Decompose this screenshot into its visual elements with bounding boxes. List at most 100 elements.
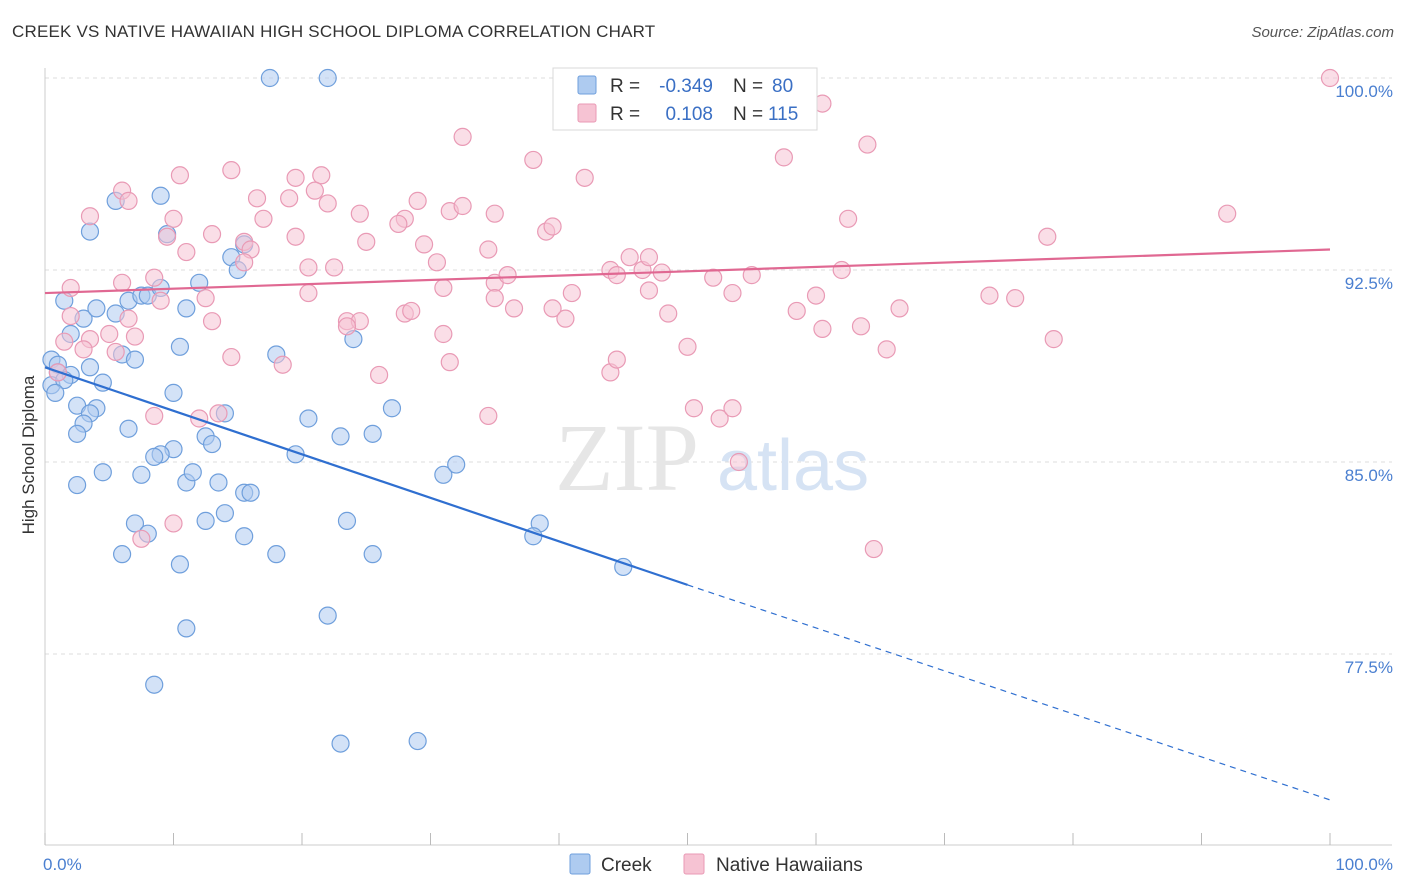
native-hawaiian-point-25	[164, 209, 183, 228]
native-hawaiian-point-57	[112, 273, 132, 292]
native-hawaiian-point-106	[479, 406, 498, 426]
native-hawaiian-point-27	[389, 214, 408, 234]
legend-n-label-creek: N =	[733, 76, 763, 97]
native-hawaiian-point-108	[710, 409, 729, 428]
legend-box	[552, 67, 818, 131]
native-hawaiian-point-1	[1320, 68, 1340, 88]
native-hawaiian-point-66	[402, 301, 421, 321]
legend-r-label-nh: R =	[610, 104, 640, 125]
creek-point-25	[93, 373, 112, 392]
native-hawaiian-point-87	[337, 317, 357, 336]
creek-point-72	[145, 675, 164, 694]
native-hawaiian-point-100	[678, 337, 697, 356]
creek-point-38	[68, 424, 87, 443]
native-hawaiian-point-76	[890, 299, 909, 318]
creek-point-34	[299, 409, 318, 428]
creek-point-20	[125, 350, 145, 369]
legend: R = -0.349 N = 80 R = 0.108 N = 115	[552, 67, 818, 131]
native-hawaiian-point-29	[543, 217, 562, 236]
creek-point-65	[112, 545, 132, 564]
native-hawaiian-point-43	[299, 258, 318, 277]
native-hawaiian-point-4	[858, 135, 877, 154]
creek-point-62	[337, 511, 357, 530]
native-hawaiian-point-33	[202, 225, 222, 244]
native-hawaiian-point-73	[723, 283, 742, 303]
legend-creek-swatch	[577, 75, 597, 95]
creek-point-42	[145, 447, 164, 466]
axes	[44, 68, 1392, 846]
native-hawaiian-point-96	[370, 365, 389, 385]
native-hawaiian-point-92	[74, 340, 93, 359]
native-hawaiian-point-95	[273, 355, 292, 374]
native-hawaiian-point-107	[684, 399, 704, 418]
native-hawaiian-point-72	[639, 281, 659, 300]
native-hawaiian-point-89	[813, 319, 832, 338]
native-hawaiian-point-97	[440, 353, 459, 372]
native-hawaiian-point-35	[286, 227, 305, 246]
y-tick-label-0: 77.5%	[1345, 658, 1393, 677]
native-hawaiian-point-36	[357, 232, 376, 251]
bottom-legend-nh-swatch	[683, 853, 705, 875]
creek-point-37	[119, 419, 138, 438]
x-tick-label-1: 100.0%	[1335, 855, 1393, 874]
creek-point-35	[382, 399, 402, 418]
native-hawaiian-point-86	[202, 312, 222, 331]
native-hawaiian-point-79	[659, 304, 678, 323]
native-hawaiian-point-111	[864, 539, 883, 559]
native-hawaiian-point-21	[350, 204, 369, 223]
native-hawaiian-point-67	[434, 278, 453, 298]
bottom-legend-creek-swatch	[569, 853, 591, 875]
y-tick-label-1: 85.0%	[1345, 466, 1393, 485]
native-hawaiian-point-114	[787, 301, 806, 321]
native-hawaiian-point-60	[196, 289, 215, 308]
native-hawaiian-point-47	[498, 266, 517, 285]
native-hawaiian-point-81	[55, 332, 74, 351]
chart-title: CREEK VS NATIVE HAWAIIAN HIGH SCHOOL DIP…	[12, 22, 656, 41]
native-hawaiian-point-74	[980, 286, 999, 305]
creek-trend-extension	[687, 584, 1331, 801]
creek-point-28	[46, 383, 65, 402]
native-hawaiian-point-55	[742, 266, 761, 285]
native-hawaiian-point-91	[1044, 330, 1063, 349]
creek-point-61	[235, 527, 254, 546]
watermark-zip: ZIP	[555, 404, 699, 511]
native-hawaiian-point-42	[235, 253, 254, 272]
native-hawaiian-point-14	[280, 189, 299, 208]
native-hawaiian-point-69	[504, 299, 524, 318]
native-hawaiian-point-54	[704, 268, 723, 287]
native-hawaiian-point-5	[774, 148, 793, 167]
native-hawaiian-point-26	[254, 209, 273, 228]
native-hawaiian-point-83	[100, 324, 119, 344]
source-label: Source: ZipAtlas.com	[1251, 24, 1394, 41]
native-hawaiian-point-90	[851, 317, 871, 336]
creek-point-43	[202, 434, 222, 454]
y-tick-label-2: 92.5%	[1345, 274, 1393, 293]
legend-n-value-creek: 80	[772, 76, 793, 97]
legend-nh-swatch	[577, 103, 597, 123]
y-tick-label-3: 100.0%	[1335, 82, 1393, 101]
legend-r-label-creek: R =	[610, 76, 640, 97]
native-hawaiian-point-58	[145, 268, 164, 287]
native-hawaiian-point-101	[877, 340, 896, 359]
creek-point-67	[267, 545, 286, 564]
native-hawaiian-trend-line	[44, 248, 1331, 295]
creek-point-46	[363, 424, 382, 443]
native-hawaiian-point-56	[832, 260, 851, 280]
legend-n-label-nh: N =	[733, 104, 763, 125]
creek-point-29	[164, 383, 183, 402]
native-hawaiian-point-17	[119, 191, 138, 210]
y-tick-labels: 77.5% 85.0% 92.5% 100.0%	[1335, 82, 1393, 677]
native-hawaiian-point-80	[61, 306, 80, 326]
native-hawaiian-point-49	[607, 266, 626, 285]
creek-point-59	[125, 514, 145, 533]
creek-points	[42, 68, 633, 753]
creek-point-16	[170, 337, 190, 356]
creek-point-57	[196, 511, 215, 530]
native-hawaiian-point-52	[639, 248, 659, 267]
native-hawaiian-point-110	[729, 452, 749, 472]
legend-r-value-nh: 0.108	[665, 104, 713, 125]
creek-point-74	[408, 731, 427, 751]
creek-point-73	[331, 734, 350, 753]
creek-point-24	[80, 358, 100, 377]
